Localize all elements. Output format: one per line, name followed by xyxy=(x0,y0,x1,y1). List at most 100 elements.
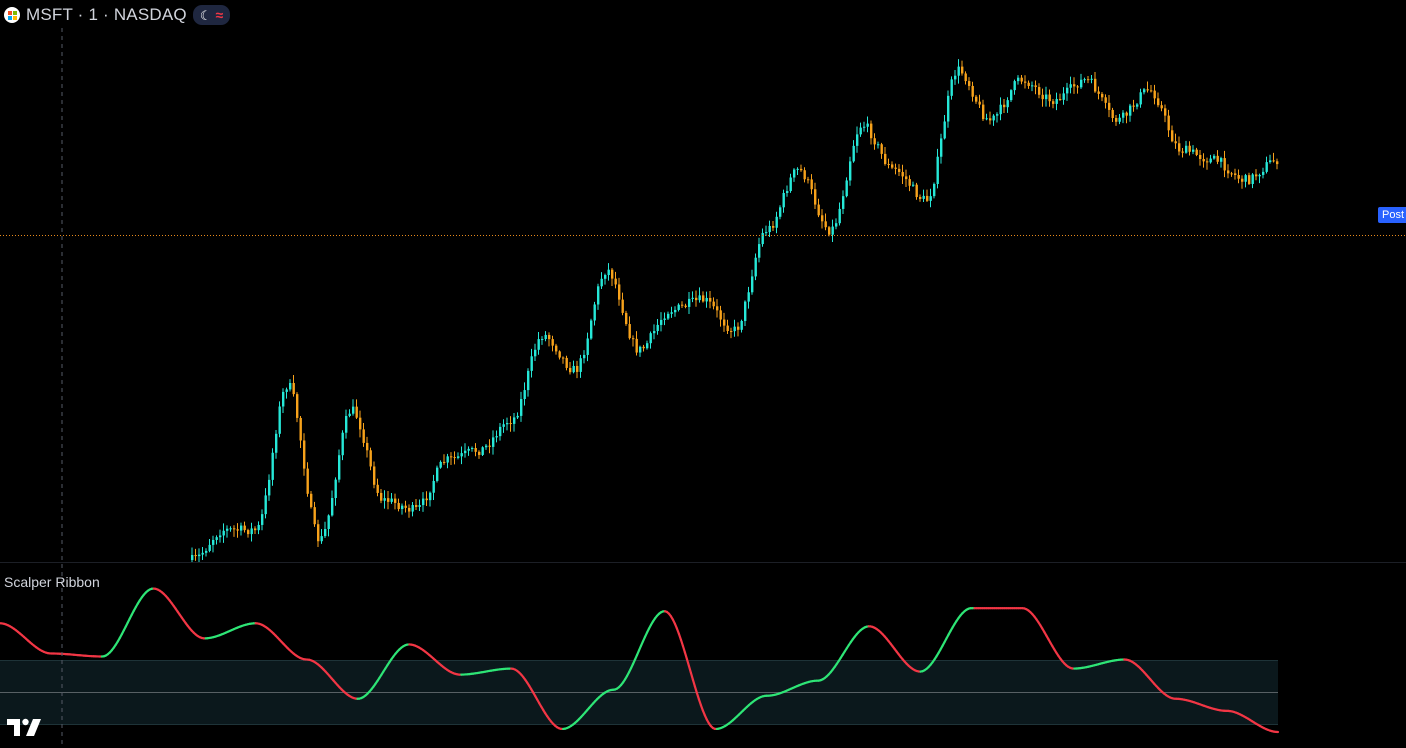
candle-body xyxy=(866,123,869,127)
candle-body xyxy=(310,493,313,508)
candle-body xyxy=(922,195,925,199)
candle-body xyxy=(313,507,316,525)
candle-body xyxy=(1027,82,1030,86)
candle-body xyxy=(1045,94,1048,100)
candle-body xyxy=(373,466,376,485)
candle-body xyxy=(761,232,764,245)
candle-body xyxy=(226,528,229,531)
candle-body xyxy=(509,423,512,425)
candle-body xyxy=(376,484,379,493)
candle-body xyxy=(709,297,712,302)
candle-body xyxy=(282,391,285,407)
candle-body xyxy=(345,415,348,433)
candle-body xyxy=(257,524,260,531)
candle-body xyxy=(919,197,922,199)
candle-body xyxy=(1024,81,1027,83)
candle-body xyxy=(992,115,995,121)
candle-body xyxy=(1101,93,1104,98)
candle-body xyxy=(768,225,771,233)
candle-body xyxy=(1258,174,1261,177)
candle-body xyxy=(439,461,442,468)
ribbon-segment xyxy=(687,664,693,674)
candle-body xyxy=(845,180,848,197)
candle-body xyxy=(303,440,306,469)
candle-body xyxy=(341,432,344,456)
candle-body xyxy=(677,304,680,310)
candle-body xyxy=(702,295,705,302)
candle-body xyxy=(464,450,467,454)
candle-body xyxy=(1139,92,1142,105)
candle-body xyxy=(1125,112,1128,116)
candle-body xyxy=(191,555,194,560)
candle-body xyxy=(1062,93,1065,100)
candle-body xyxy=(198,554,201,557)
candle-body xyxy=(1090,78,1093,80)
candle-body xyxy=(1076,86,1079,88)
candle-body xyxy=(733,326,736,332)
candle-body xyxy=(835,223,838,227)
candle-body xyxy=(859,127,862,135)
candle-body xyxy=(828,227,831,235)
candle-body xyxy=(968,81,971,86)
candle-body xyxy=(1059,98,1062,100)
candle-body xyxy=(576,365,579,372)
candle-body xyxy=(219,535,222,538)
tradingview-logo-icon[interactable] xyxy=(6,716,44,738)
candle-body xyxy=(1234,173,1237,176)
candle-body xyxy=(1041,94,1044,100)
candle-body xyxy=(989,118,992,121)
indicator-title[interactable]: Scalper Ribbon xyxy=(4,574,100,590)
candle-body xyxy=(285,389,288,392)
candle-body xyxy=(744,301,747,321)
candle-body xyxy=(1178,143,1181,152)
candle-body xyxy=(551,339,554,346)
candle-body xyxy=(1265,162,1268,172)
session-badge[interactable]: ☾ ≈ xyxy=(192,5,231,25)
candle-body xyxy=(604,275,607,279)
candle-body xyxy=(824,221,827,228)
candle-body xyxy=(460,453,463,457)
ribbon-segment xyxy=(691,678,697,688)
candle-body xyxy=(530,356,533,371)
symbol-legend[interactable]: MSFT · 1 · NASDAQ ☾ ≈ xyxy=(4,4,231,26)
candle-body xyxy=(390,498,393,502)
candle-body xyxy=(1146,89,1149,91)
candle-body xyxy=(488,445,491,447)
candle-body xyxy=(212,539,215,545)
candle-body xyxy=(436,467,439,481)
candle-body xyxy=(306,468,309,494)
candle-body xyxy=(653,331,656,334)
candle-body xyxy=(1164,108,1167,116)
candle-body xyxy=(1276,161,1279,165)
candle-body xyxy=(1097,91,1100,94)
candle-body xyxy=(457,456,460,458)
candle-body xyxy=(429,492,432,501)
candle-body xyxy=(726,325,729,332)
candle-body xyxy=(432,480,435,493)
price-pane[interactable] xyxy=(0,59,1406,564)
candle-body xyxy=(1034,85,1037,88)
candle-body xyxy=(1066,87,1069,94)
candle-body xyxy=(936,156,939,184)
candle-body xyxy=(1209,158,1212,163)
candle-body xyxy=(856,134,859,146)
candle-body xyxy=(499,426,502,437)
candle-body xyxy=(674,309,677,313)
candle-body xyxy=(716,306,719,311)
candle-body xyxy=(548,334,551,340)
candle-body xyxy=(950,79,953,96)
candle-body xyxy=(513,417,516,424)
candle-body xyxy=(873,138,876,145)
candle-body xyxy=(250,528,253,535)
indicator-pane[interactable] xyxy=(0,587,1280,734)
candle-body xyxy=(236,529,239,531)
candle-body xyxy=(793,169,796,178)
candle-body xyxy=(1013,81,1016,91)
candle-body xyxy=(1020,77,1023,82)
candle-body xyxy=(775,216,778,228)
candle-body xyxy=(194,555,197,557)
candle-body xyxy=(1202,158,1205,162)
candle-body xyxy=(1143,89,1146,93)
symbol-title[interactable]: MSFT · 1 · NASDAQ xyxy=(26,5,187,24)
